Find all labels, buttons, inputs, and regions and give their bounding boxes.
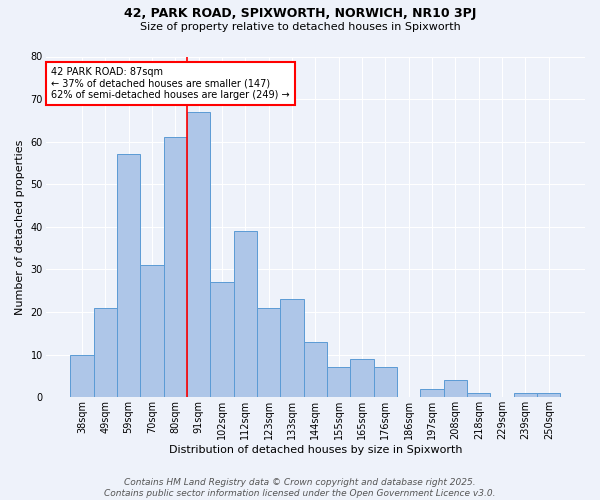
Bar bbox=[117, 154, 140, 398]
Text: Contains HM Land Registry data © Crown copyright and database right 2025.
Contai: Contains HM Land Registry data © Crown c… bbox=[104, 478, 496, 498]
Bar bbox=[187, 112, 210, 398]
Bar bbox=[350, 359, 374, 398]
Bar bbox=[210, 282, 233, 398]
Bar bbox=[327, 368, 350, 398]
Bar bbox=[233, 231, 257, 398]
Text: 42, PARK ROAD, SPIXWORTH, NORWICH, NR10 3PJ: 42, PARK ROAD, SPIXWORTH, NORWICH, NR10 … bbox=[124, 8, 476, 20]
Bar bbox=[257, 308, 280, 398]
X-axis label: Distribution of detached houses by size in Spixworth: Distribution of detached houses by size … bbox=[169, 445, 462, 455]
Bar bbox=[70, 354, 94, 398]
Bar bbox=[537, 393, 560, 398]
Text: Size of property relative to detached houses in Spixworth: Size of property relative to detached ho… bbox=[140, 22, 460, 32]
Bar bbox=[280, 300, 304, 398]
Bar bbox=[444, 380, 467, 398]
Bar bbox=[421, 389, 444, 398]
Y-axis label: Number of detached properties: Number of detached properties bbox=[15, 139, 25, 314]
Bar bbox=[467, 393, 490, 398]
Bar bbox=[514, 393, 537, 398]
Text: 42 PARK ROAD: 87sqm
← 37% of detached houses are smaller (147)
62% of semi-detac: 42 PARK ROAD: 87sqm ← 37% of detached ho… bbox=[51, 66, 290, 100]
Bar bbox=[140, 265, 164, 398]
Bar bbox=[94, 308, 117, 398]
Bar bbox=[374, 368, 397, 398]
Bar bbox=[164, 138, 187, 398]
Bar bbox=[304, 342, 327, 398]
